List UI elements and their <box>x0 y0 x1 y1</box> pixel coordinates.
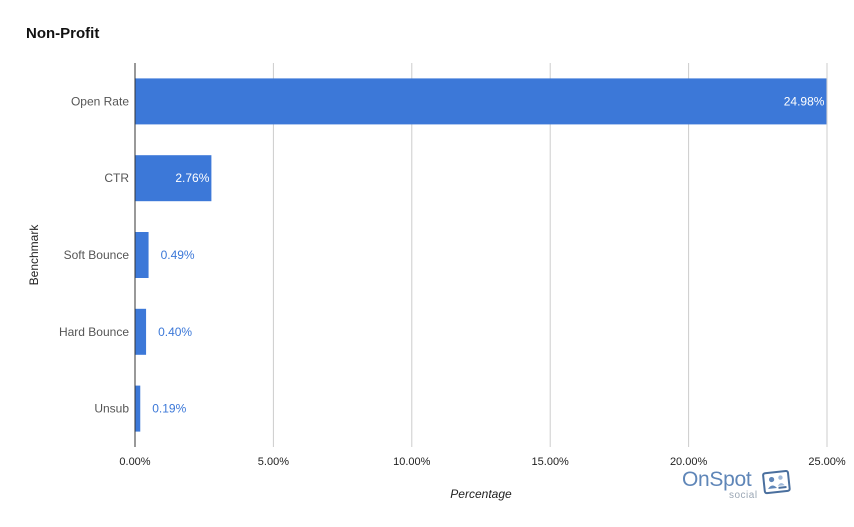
bar <box>135 308 147 355</box>
chart-title: Non-Profit <box>26 25 100 42</box>
x-tick-label: 15.00% <box>532 456 570 468</box>
data-label: 0.49% <box>161 248 195 262</box>
logo-subtext: social <box>729 490 758 501</box>
bar <box>135 385 141 432</box>
data-label: 0.40% <box>158 325 192 339</box>
x-tick-label: 20.00% <box>670 456 708 468</box>
bar <box>135 78 827 125</box>
x-tick-label: 25.00% <box>808 456 846 468</box>
category-label: CTR <box>104 171 129 185</box>
x-tick-label: 5.00% <box>258 456 289 468</box>
bar <box>135 155 212 202</box>
logo-icon <box>762 470 791 495</box>
x-tick-label: 10.00% <box>393 456 431 468</box>
data-label: 0.19% <box>152 402 186 416</box>
y-axis-title: Benchmark <box>27 224 41 286</box>
x-tick-label: 0.00% <box>119 456 150 468</box>
data-label: 2.76% <box>175 171 209 185</box>
category-label: Open Rate <box>71 94 129 108</box>
bar <box>135 232 149 278</box>
x-axis-title: Percentage <box>450 487 512 501</box>
category-label: Hard Bounce <box>59 325 129 339</box>
logo-wordmark: OnSpot <box>682 468 752 491</box>
category-label: Unsub <box>94 402 129 416</box>
category-label: Soft Bounce <box>64 248 130 262</box>
data-label: 24.98% <box>784 94 825 108</box>
onspot-logo: OnSpot social <box>680 466 795 506</box>
